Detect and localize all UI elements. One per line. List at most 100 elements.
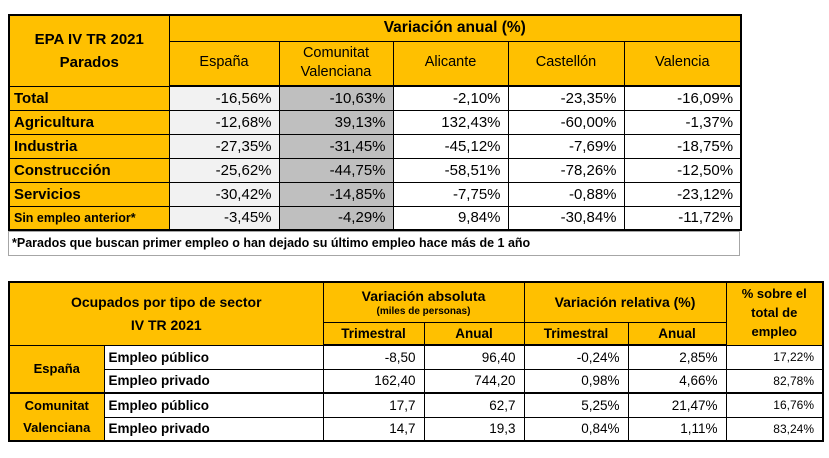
cell-value: 83,24% [725,416,824,442]
table-row-construccion: Construcción -25,62% -44,75% -58,51% -78… [8,157,742,183]
region-label-espana: España [8,344,105,394]
cell-value: 39,13% [278,109,394,135]
cell-value: -7,69% [507,133,625,159]
cell-value: 132,43% [392,109,509,135]
table-row-agricultura: Agricultura -12,68% 39,13% 132,43% -60,0… [8,109,742,135]
table1-footnote: *Parados que buscan primer empleo o han … [8,231,740,256]
ocupados-table: Ocupados por tipo de sector IV TR 2021 V… [8,281,824,442]
col-header-share: % sobre el total de empleo [725,281,824,346]
table2-title: Ocupados por tipo de sector IV TR 2021 [8,281,324,346]
row-label: Sin empleo anterior* [8,205,170,231]
sector-label: Empleo público [103,392,324,418]
row-label: Construcción [8,157,170,183]
group-header-subtitle: (miles de personas) [376,305,471,317]
table1-span-header: Variación anual (%) [168,14,742,42]
cell-value: 14,7 [322,416,425,442]
cell-value: 5,25% [523,392,629,418]
cell-value: 16,76% [725,392,824,418]
table1-header-row-2: España Comunitat Valenciana Alicante Cas… [9,40,742,87]
group-header-label: Variación relativa (%) [554,293,696,310]
cell-value: -4,29% [278,205,394,231]
cell-value: -14,85% [278,181,394,207]
cell-value: -31,45% [278,133,394,159]
table-row-espana-publico: España Empleo público -8,50 96,40 -0,24%… [8,344,824,394]
parados-table-section: EPA IV TR 2021 Parados Variación anual (… [8,14,743,256]
cell-value: -2,10% [392,85,509,111]
parados-table: EPA IV TR 2021 Parados Variación anual (… [8,14,743,231]
table2-header-row-2: Trimestral Anual Trimestral Anual [9,321,823,346]
cell-value: -30,84% [507,205,625,231]
col-header-alicante: Alicante [392,40,509,87]
cell-value: -0,24% [523,344,629,370]
cell-value: -18,75% [623,133,742,159]
cell-value: -16,56% [168,85,280,111]
col-header-castellon: Castellón [507,40,625,87]
subcol-header-trimestral-abs: Trimestral [322,321,425,346]
cell-value: 0,84% [523,416,629,442]
table-row-servicios: Servicios -30,42% -14,85% -7,75% -0,88% … [8,181,742,207]
subcol-header-trimestral-rel: Trimestral [523,321,629,346]
table1-title-line1: EPA IV TR 2021 [34,30,144,48]
cell-value: -25,62% [168,157,280,183]
cell-value: -60,00% [507,109,625,135]
subcol-header-anual-abs: Anual [423,321,525,346]
ocupados-table-section: Ocupados por tipo de sector IV TR 2021 V… [8,281,824,442]
sector-label: Empleo privado [103,368,324,394]
table2-header-row-1: Ocupados por tipo de sector IV TR 2021 V… [8,281,824,346]
table-row-espana-privado: Empleo privado 162,40 744,20 0,98% 4,66%… [9,368,824,394]
cell-value: -3,45% [168,205,280,231]
row-label: Total [8,85,170,111]
cell-value: -45,12% [392,133,509,159]
sector-label: Empleo público [103,344,324,370]
cell-value: -8,50 [322,344,425,370]
cell-value: -7,75% [392,181,509,207]
group-header-variacion-relativa: Variación relativa (%) [523,281,727,323]
row-label: Servicios [8,181,170,207]
col-header-valencia: Valencia [623,40,742,87]
table-row-industria: Industria -27,35% -31,45% -45,12% -7,69%… [8,133,742,159]
cell-value: 96,40 [423,344,525,370]
cell-value: -78,26% [507,157,625,183]
col-header-comunitat: Comunitat Valenciana [278,40,394,87]
cell-value: -0,88% [507,181,625,207]
cell-value: -58,51% [392,157,509,183]
subcol-header-anual-rel: Anual [627,321,727,346]
table-row-total: Total -16,56% -10,63% -2,10% -23,35% -16… [8,85,742,111]
cell-value: -1,37% [623,109,742,135]
cell-value: 21,47% [627,392,727,418]
cell-value: -23,35% [507,85,625,111]
cell-value: 2,85% [627,344,727,370]
table-row-comunitat-publico: Comunitat Valenciana Empleo público 17,7… [8,392,824,442]
cell-value: -12,68% [168,109,280,135]
table1-header-row-1: EPA IV TR 2021 Parados Variación anual (… [8,14,742,87]
cell-value: -12,50% [623,157,742,183]
table2-title-line2: IV TR 2021 [130,316,202,333]
cell-value: 9,84% [392,205,509,231]
cell-value: 17,7 [322,392,425,418]
cell-value: 744,20 [423,368,525,394]
cell-value: 19,3 [423,416,525,442]
table1-title: EPA IV TR 2021 Parados [8,14,170,87]
cell-value: 4,66% [627,368,727,394]
cell-value: 1,11% [627,416,727,442]
cell-value: -11,72% [623,205,742,231]
row-label: Industria [8,133,170,159]
cell-value: -16,09% [623,85,742,111]
cell-value: -23,12% [623,181,742,207]
sector-label: Empleo privado [103,416,324,442]
cell-value: -27,35% [168,133,280,159]
col-header-espana: España [168,40,280,87]
cell-value: 62,7 [423,392,525,418]
group-header-variacion-absoluta: Variación absoluta (miles de personas) [322,281,525,323]
table-row-sin-empleo: Sin empleo anterior* -3,45% -4,29% 9,84%… [8,205,742,231]
group-header-label: Variación absoluta [361,288,486,304]
cell-value: 162,40 [322,368,425,394]
cell-value: -44,75% [278,157,394,183]
table1-title-line2: Parados [59,53,119,71]
cell-value: 17,22% [725,344,824,370]
cell-value: 82,78% [725,368,824,394]
row-label: Agricultura [8,109,170,135]
region-label-comunitat: Comunitat Valenciana [8,392,105,442]
table-row-comunitat-privado: Empleo privado 14,7 19,3 0,84% 1,11% 83,… [9,416,824,442]
